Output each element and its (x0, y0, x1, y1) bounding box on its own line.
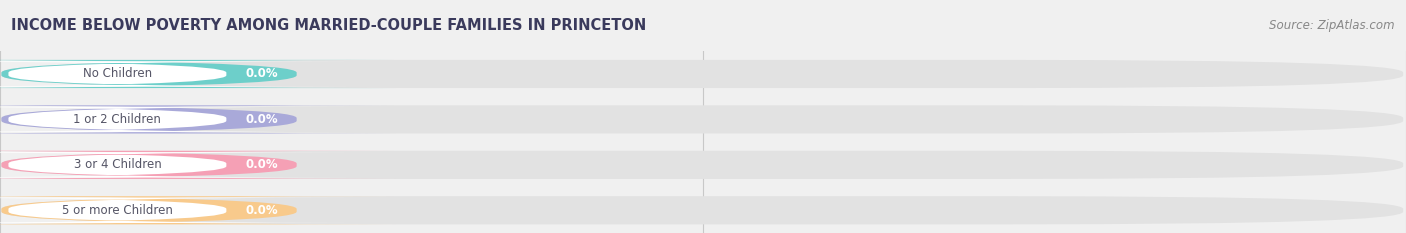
FancyBboxPatch shape (0, 152, 360, 178)
Text: 3 or 4 Children: 3 or 4 Children (73, 158, 162, 171)
FancyBboxPatch shape (0, 196, 395, 224)
FancyBboxPatch shape (0, 61, 360, 87)
Text: INCOME BELOW POVERTY AMONG MARRIED-COUPLE FAMILIES IN PRINCETON: INCOME BELOW POVERTY AMONG MARRIED-COUPL… (11, 18, 647, 33)
FancyBboxPatch shape (0, 198, 360, 223)
FancyBboxPatch shape (1, 60, 1403, 88)
Text: 0.0%: 0.0% (245, 204, 278, 217)
Text: No Children: No Children (83, 68, 152, 80)
Text: 5 or more Children: 5 or more Children (62, 204, 173, 217)
FancyBboxPatch shape (0, 60, 395, 88)
Text: 0.0%: 0.0% (245, 158, 278, 171)
Text: 0.0%: 0.0% (245, 113, 278, 126)
FancyBboxPatch shape (0, 105, 395, 134)
Text: 0.0%: 0.0% (245, 68, 278, 80)
FancyBboxPatch shape (1, 151, 1403, 179)
FancyBboxPatch shape (0, 151, 395, 179)
Text: 1 or 2 Children: 1 or 2 Children (73, 113, 162, 126)
Text: Source: ZipAtlas.com: Source: ZipAtlas.com (1270, 19, 1395, 32)
FancyBboxPatch shape (0, 107, 360, 132)
FancyBboxPatch shape (1, 105, 1403, 134)
FancyBboxPatch shape (1, 196, 1403, 224)
